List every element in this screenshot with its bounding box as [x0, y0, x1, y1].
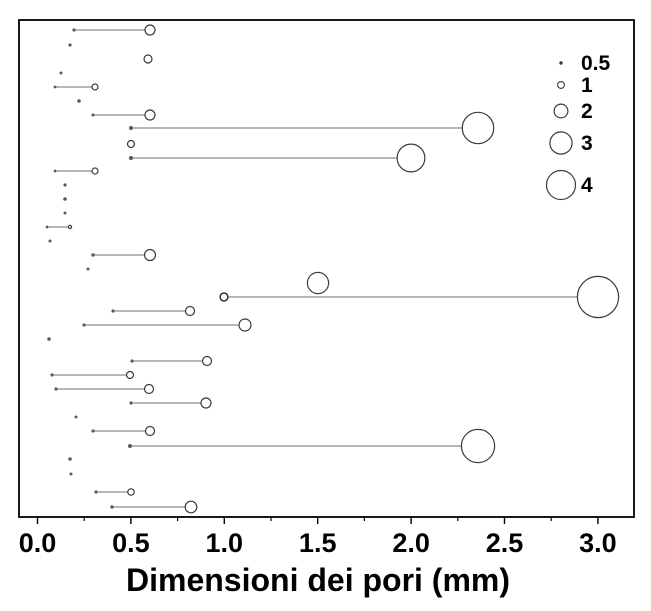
svg-text:2.0: 2.0 — [392, 528, 430, 558]
svg-text:1: 1 — [581, 74, 593, 97]
svg-text:4: 4 — [581, 174, 593, 197]
svg-text:1.0: 1.0 — [206, 528, 244, 558]
svg-text:2: 2 — [581, 100, 593, 123]
svg-text:Dimensioni dei pori (mm): Dimensioni dei pori (mm) — [126, 562, 510, 598]
svg-text:0.5: 0.5 — [112, 528, 150, 558]
svg-text:3.0: 3.0 — [579, 528, 617, 558]
svg-text:0.5: 0.5 — [581, 52, 611, 75]
svg-text:2.5: 2.5 — [486, 528, 524, 558]
svg-text:1.5: 1.5 — [299, 528, 337, 558]
svg-text:3: 3 — [581, 132, 593, 155]
svg-text:0.0: 0.0 — [19, 528, 57, 558]
